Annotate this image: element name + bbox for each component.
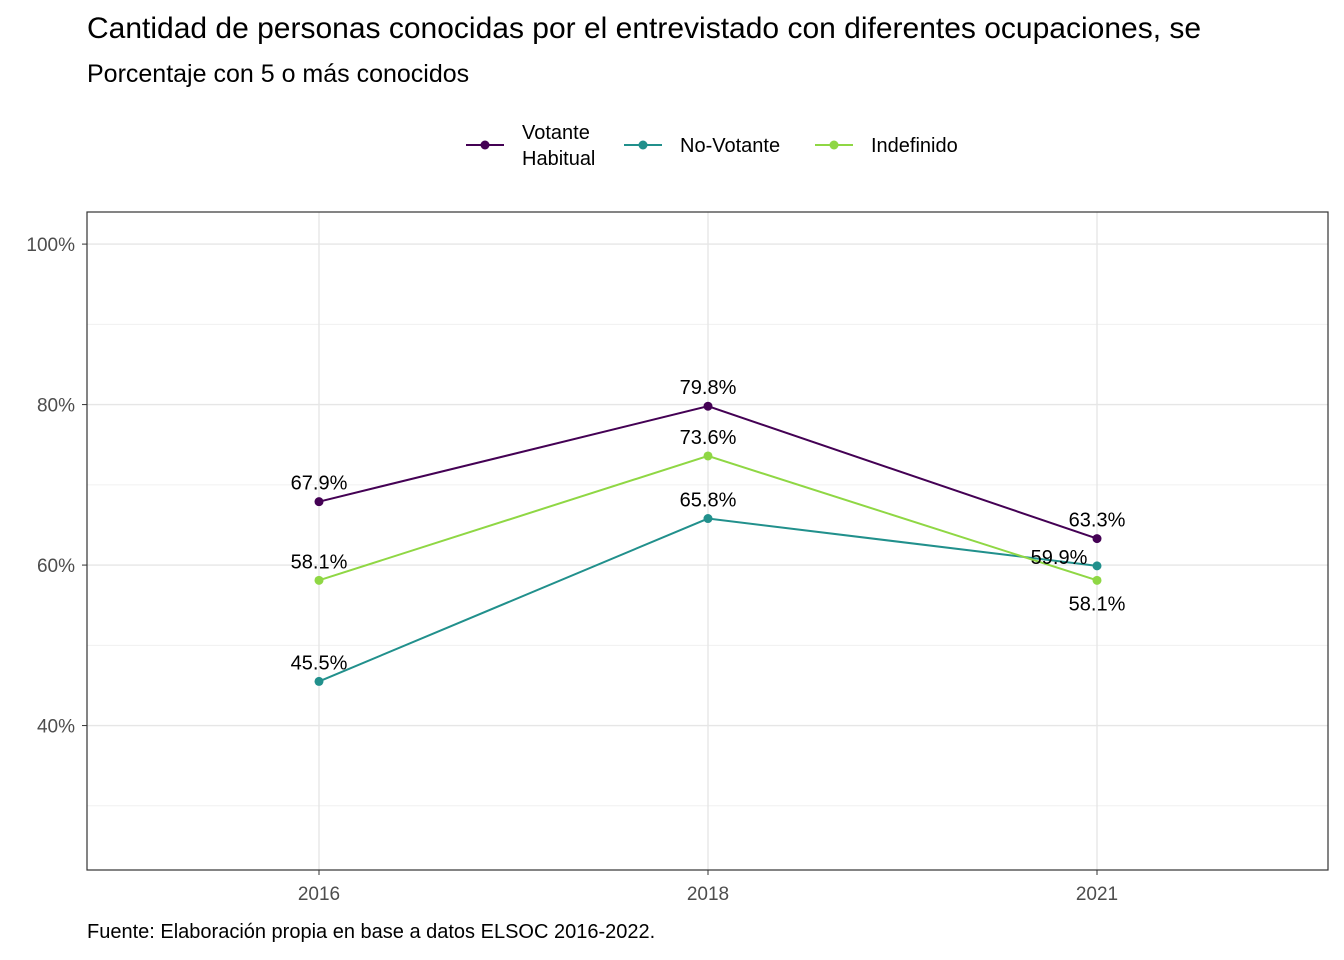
data-point: [703, 401, 713, 411]
data-label: 59.9%: [1031, 547, 1088, 569]
legend-item: No-Votante: [624, 135, 780, 157]
x-tick-label: 2016: [298, 884, 340, 905]
data-point: [314, 676, 324, 686]
data-labels: 67.9% 79.8% 63.3% 45.5% 65.8% 59.9% 58.1% 73.6%…: [291, 377, 1126, 674]
y-tick-label: 80%: [37, 396, 75, 417]
chart-caption: Fuente: Elaboración propia en base a dat…: [87, 921, 656, 943]
legend-label-line: Votante: [522, 122, 590, 144]
data-point: [1092, 561, 1102, 571]
legend-label-line: No-Votante: [680, 135, 780, 157]
legend-label: Indefinido: [871, 135, 958, 157]
data-label: 79.8%: [680, 377, 737, 399]
legend-label-line: Indefinido: [871, 135, 958, 157]
data-point: [314, 497, 324, 507]
chart-subtitle: Porcentaje con 5 o más conocidos: [87, 60, 470, 88]
x-tick-label: 2021: [1076, 884, 1118, 905]
data-label: 45.5%: [291, 652, 348, 674]
x-tick-label: 2018: [687, 884, 729, 905]
legend-key-point: [829, 140, 839, 150]
legend-item: Votante Habitual: [466, 122, 595, 170]
y-tick-label: 100%: [26, 235, 75, 256]
y-tick-label: 40%: [37, 717, 75, 738]
data-label: 67.9%: [291, 473, 348, 495]
data-point: [1092, 575, 1102, 585]
data-point: [703, 451, 713, 461]
legend-label: No-Votante: [680, 135, 780, 157]
data-label: 58.1%: [291, 551, 348, 573]
series: [314, 401, 1102, 686]
axes: 40% 60% 80% 100% 2016 2018 2021: [26, 211, 1329, 905]
panel-border: [86, 211, 1329, 871]
legend-label: Votante Habitual: [522, 122, 595, 170]
data-label: 58.1%: [1069, 593, 1126, 615]
y-tick-label: 60%: [37, 556, 75, 577]
data-label: 73.6%: [680, 427, 737, 449]
chart-title: Cantidad de personas conocidas por el en…: [87, 12, 1202, 45]
legend-item: Indefinido: [815, 135, 958, 157]
data-label: 65.8%: [680, 490, 737, 512]
data-point: [1092, 534, 1102, 544]
legend-label-line: Habitual: [522, 148, 595, 170]
legend-key-point: [638, 140, 648, 150]
data-point: [703, 514, 713, 524]
data-label: 63.3%: [1069, 510, 1126, 532]
legend: Votante Habitual No-Votante Indefinido: [466, 122, 958, 170]
legend-key-point: [480, 140, 490, 150]
gridlines: [87, 212, 1328, 870]
data-point: [314, 575, 324, 585]
